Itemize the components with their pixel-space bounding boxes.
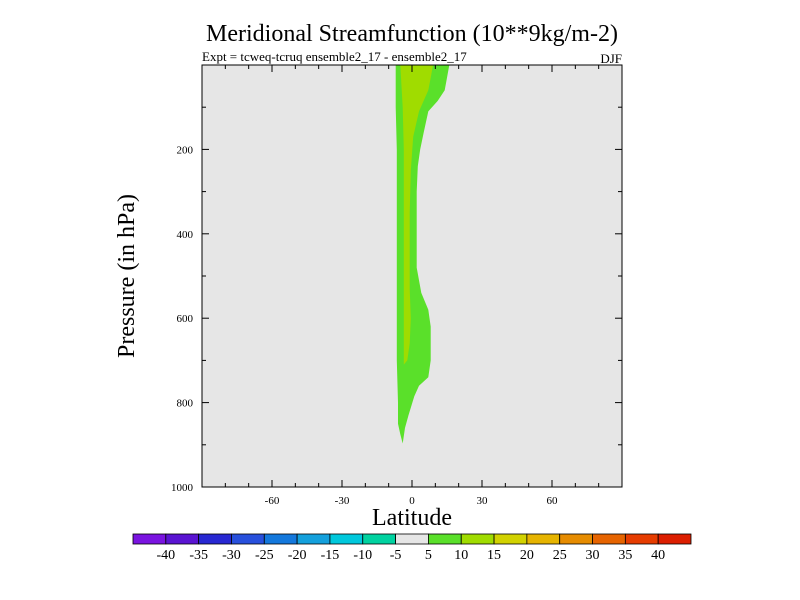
colorbar-swatch bbox=[132, 533, 167, 545]
colorbar-swatch bbox=[231, 533, 265, 545]
x-tick-label: -60 bbox=[265, 495, 280, 507]
colorbar-swatch bbox=[428, 533, 462, 545]
colorbar-swatch bbox=[165, 533, 200, 545]
colorbar-swatch bbox=[559, 533, 593, 545]
colorbar-swatch bbox=[296, 533, 331, 545]
colorbar-label: -15 bbox=[321, 548, 340, 563]
chart-title: Meridional Streamfunction (10**9kg/m-2) bbox=[206, 21, 618, 47]
colorbar-label: 35 bbox=[618, 548, 632, 563]
colorbar-label: -25 bbox=[255, 548, 274, 563]
colorbar-label: 5 bbox=[425, 548, 432, 563]
colorbar-swatch bbox=[362, 533, 396, 545]
contour-region-10-15 bbox=[400, 65, 433, 365]
colorbar-label: -30 bbox=[222, 548, 241, 563]
colorbar-swatch bbox=[460, 533, 495, 545]
y-tick-label: 200 bbox=[177, 144, 194, 156]
plot-frame bbox=[201, 64, 623, 488]
y-tick-label: 600 bbox=[177, 313, 194, 325]
colorbar-label: -20 bbox=[288, 548, 307, 563]
colorbar-label: 25 bbox=[553, 548, 567, 563]
colorbar-label: -40 bbox=[156, 548, 175, 563]
colorbar-swatch bbox=[624, 533, 659, 545]
contour-layer bbox=[395, 65, 450, 444]
colorbar-swatch bbox=[526, 533, 561, 545]
colorbar-label: 40 bbox=[651, 548, 665, 563]
y-tick-label: 1000 bbox=[171, 482, 194, 494]
colorbar-label: 20 bbox=[520, 548, 534, 563]
x-axis-title: Latitude bbox=[372, 505, 452, 531]
x-tick-label: -30 bbox=[335, 495, 350, 507]
colorbar-swatch bbox=[592, 533, 626, 545]
colorbar-swatch bbox=[198, 533, 232, 545]
axis-ticks bbox=[202, 65, 622, 487]
y-tick-label: 400 bbox=[177, 229, 194, 241]
chart-subtitle: Expt = tcweq-tcruq ensemble2_17 - ensemb… bbox=[202, 49, 467, 64]
colorbar-label: 10 bbox=[454, 548, 468, 563]
colorbar bbox=[132, 533, 692, 545]
colorbar-swatch bbox=[493, 533, 528, 545]
colorbar-swatch bbox=[395, 533, 429, 545]
colorbar-label: 15 bbox=[487, 548, 501, 563]
y-tick-labels: 200 400 600 800 1000 bbox=[171, 144, 194, 494]
colorbar-label: -35 bbox=[189, 548, 208, 563]
colorbar-label: -10 bbox=[353, 548, 372, 563]
y-tick-label: 800 bbox=[177, 398, 194, 410]
x-tick-label: 0 bbox=[409, 495, 415, 507]
colorbar-swatch bbox=[657, 533, 692, 545]
season-label: DJF bbox=[600, 51, 622, 66]
colorbar-labels: -40 -35 -30 -25 -20 -15 -10 -5 5 10 15 20 25 30 35 40 bbox=[156, 548, 665, 563]
x-tick-labels: -60 -30 0 30 60 bbox=[265, 495, 558, 507]
y-axis-title: Pressure (in hPa) bbox=[114, 194, 140, 358]
x-tick-label: 30 bbox=[477, 495, 489, 507]
colorbar-swatch bbox=[329, 533, 364, 545]
colorbar-label: 30 bbox=[586, 548, 600, 563]
colorbar-swatch bbox=[263, 533, 298, 545]
colorbar-label: -5 bbox=[390, 548, 402, 563]
x-tick-label: 60 bbox=[547, 495, 559, 507]
